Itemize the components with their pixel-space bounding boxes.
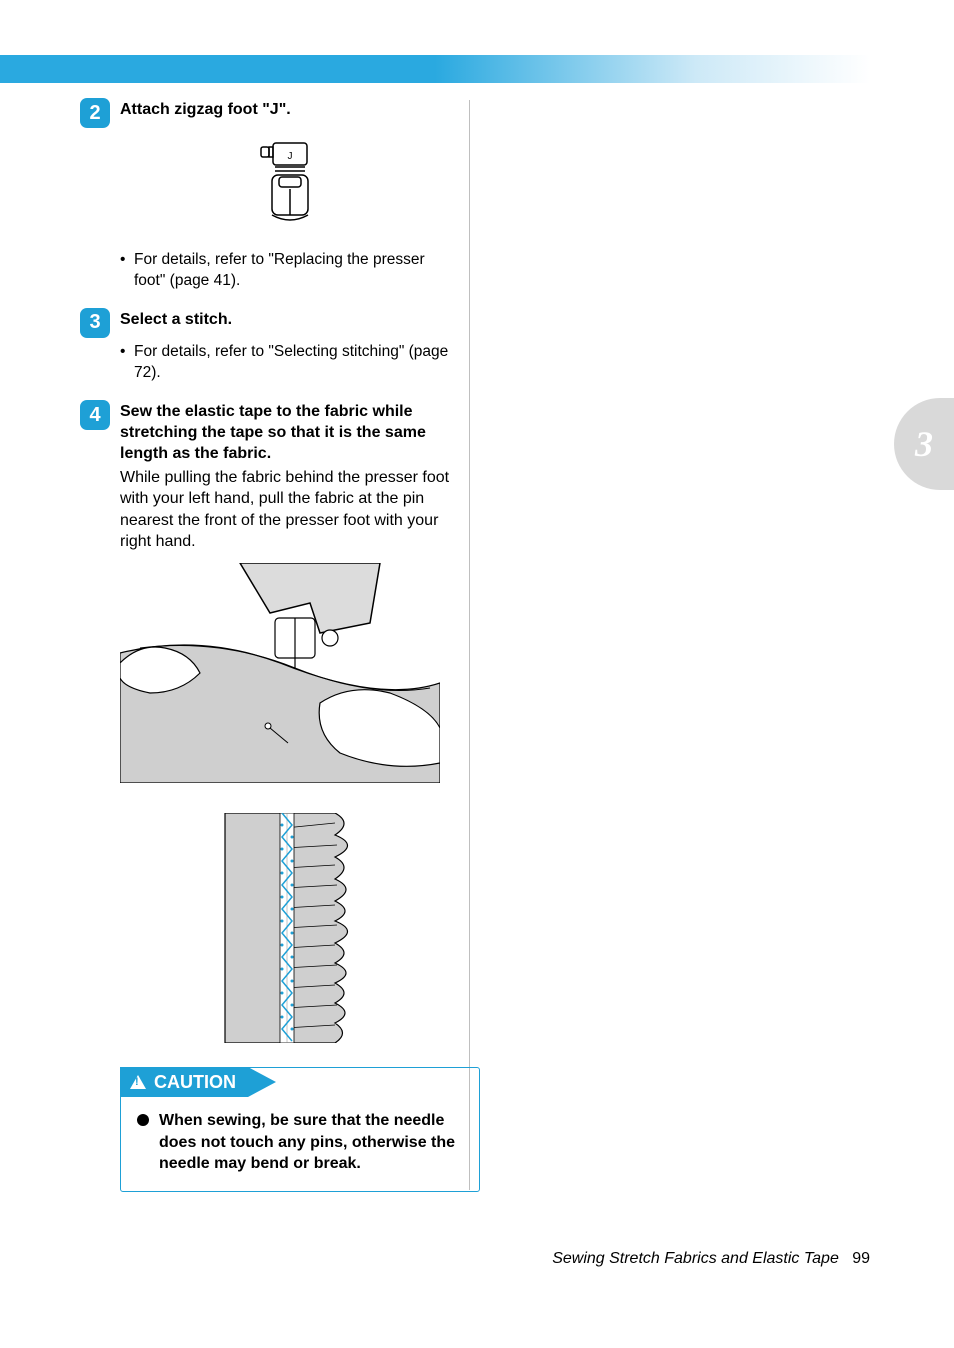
step-bullet: • For details, refer to "Replacing the p… <box>120 250 460 292</box>
left-column: 2 Attach zigzag foot "J". J <box>80 100 460 1210</box>
caution-box: CAUTION When sewing, be sure that the ne… <box>120 1067 480 1192</box>
step-title: Sew the elastic tape to the fabric while… <box>120 402 460 464</box>
page-footer: Sewing Stretch Fabrics and Elastic Tape … <box>552 1250 870 1268</box>
step-title: Attach zigzag foot "J". <box>120 100 460 121</box>
step-bullet: • For details, refer to "Selecting stitc… <box>120 342 460 384</box>
bullet-circle-icon <box>137 1114 149 1126</box>
step-3: 3 Select a stitch. • For details, refer … <box>80 310 460 385</box>
step-number-badge: 4 <box>80 400 110 430</box>
chapter-tab: 3 <box>894 398 954 490</box>
gathered-fabric-figure <box>185 813 395 1043</box>
bullet-dot: • <box>120 250 134 292</box>
step-body: Sew the elastic tape to the fabric while… <box>120 402 460 1192</box>
presser-foot-figure: J <box>120 137 460 232</box>
header-bar <box>0 55 870 83</box>
bullet-text: For details, refer to "Selecting stitchi… <box>134 342 460 384</box>
column-divider <box>469 100 470 1190</box>
caution-label: CAUTION <box>154 1072 236 1093</box>
chapter-number: 3 <box>915 423 933 465</box>
caution-item: When sewing, be sure that the needle doe… <box>137 1110 463 1175</box>
footer-title: Sewing Stretch Fabrics and Elastic Tape <box>552 1250 839 1267</box>
caution-tab: CAUTION <box>120 1067 276 1097</box>
caution-text: When sewing, be sure that the needle doe… <box>159 1110 463 1175</box>
bullet-dot: • <box>120 342 134 384</box>
bullet-text: For details, refer to "Replacing the pre… <box>134 250 460 292</box>
svg-text:J: J <box>288 151 293 162</box>
footer-page: 99 <box>852 1250 870 1267</box>
step-number-badge: 2 <box>80 98 110 128</box>
step-title: Select a stitch. <box>120 310 460 331</box>
step-body: Select a stitch. • For details, refer to… <box>120 310 460 385</box>
sewing-hands-figure <box>120 563 440 783</box>
step-2: 2 Attach zigzag foot "J". J <box>80 100 460 292</box>
step-body: Attach zigzag foot "J". J <box>120 100 460 292</box>
step-4: 4 Sew the elastic tape to the fabric whi… <box>80 402 460 1192</box>
step-number-badge: 3 <box>80 308 110 338</box>
warning-triangle-icon <box>130 1075 146 1089</box>
step-description: While pulling the fabric behind the pres… <box>120 467 460 553</box>
